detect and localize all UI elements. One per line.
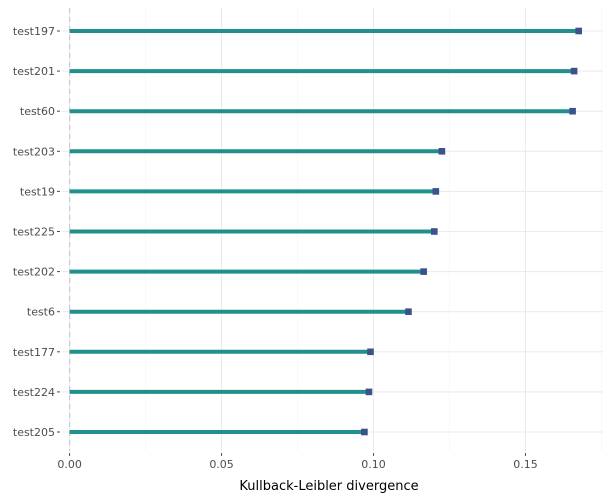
y-tick-label: test201 <box>13 65 55 78</box>
point-test6 <box>405 308 412 315</box>
point-test60 <box>569 107 576 115</box>
x-tick-label: 0.10 <box>361 458 386 471</box>
point-test19 <box>432 188 440 195</box>
point-test203 <box>438 148 446 155</box>
point-test177 <box>367 348 374 356</box>
point-test202 <box>420 268 427 275</box>
y-tick-label: test205 <box>13 426 55 439</box>
x-tick-label: 0.05 <box>209 458 234 471</box>
stem-layer <box>69 29 579 434</box>
y-tick-label: test177 <box>13 346 55 359</box>
y-tick-label: test197 <box>13 25 55 38</box>
point-test197 <box>575 27 582 35</box>
y-tick-label: test202 <box>13 266 55 279</box>
point-test225 <box>431 228 438 235</box>
point-test205 <box>361 428 368 436</box>
y-tick-label: test60 <box>20 105 55 118</box>
x-axis-ticks: 0.00 0.05 0.10 0.15 <box>57 453 538 471</box>
y-tick-label: test6 <box>27 306 55 319</box>
point-layer <box>361 27 582 436</box>
y-axis-ticks: test197 test201 test60 test203 test19 test225… <box>13 25 60 439</box>
y-tick-label: test224 <box>13 386 55 399</box>
y-tick-label: test203 <box>13 145 55 158</box>
point-test224 <box>365 388 373 396</box>
x-axis-title: Kullback-Leibler divergence <box>239 479 418 494</box>
x-tick-label: 0.00 <box>57 458 82 471</box>
x-tick-label: 0.15 <box>513 458 538 471</box>
y-tick-label: test225 <box>13 226 55 239</box>
y-tick-label: test19 <box>20 185 55 198</box>
point-test201 <box>570 67 578 75</box>
